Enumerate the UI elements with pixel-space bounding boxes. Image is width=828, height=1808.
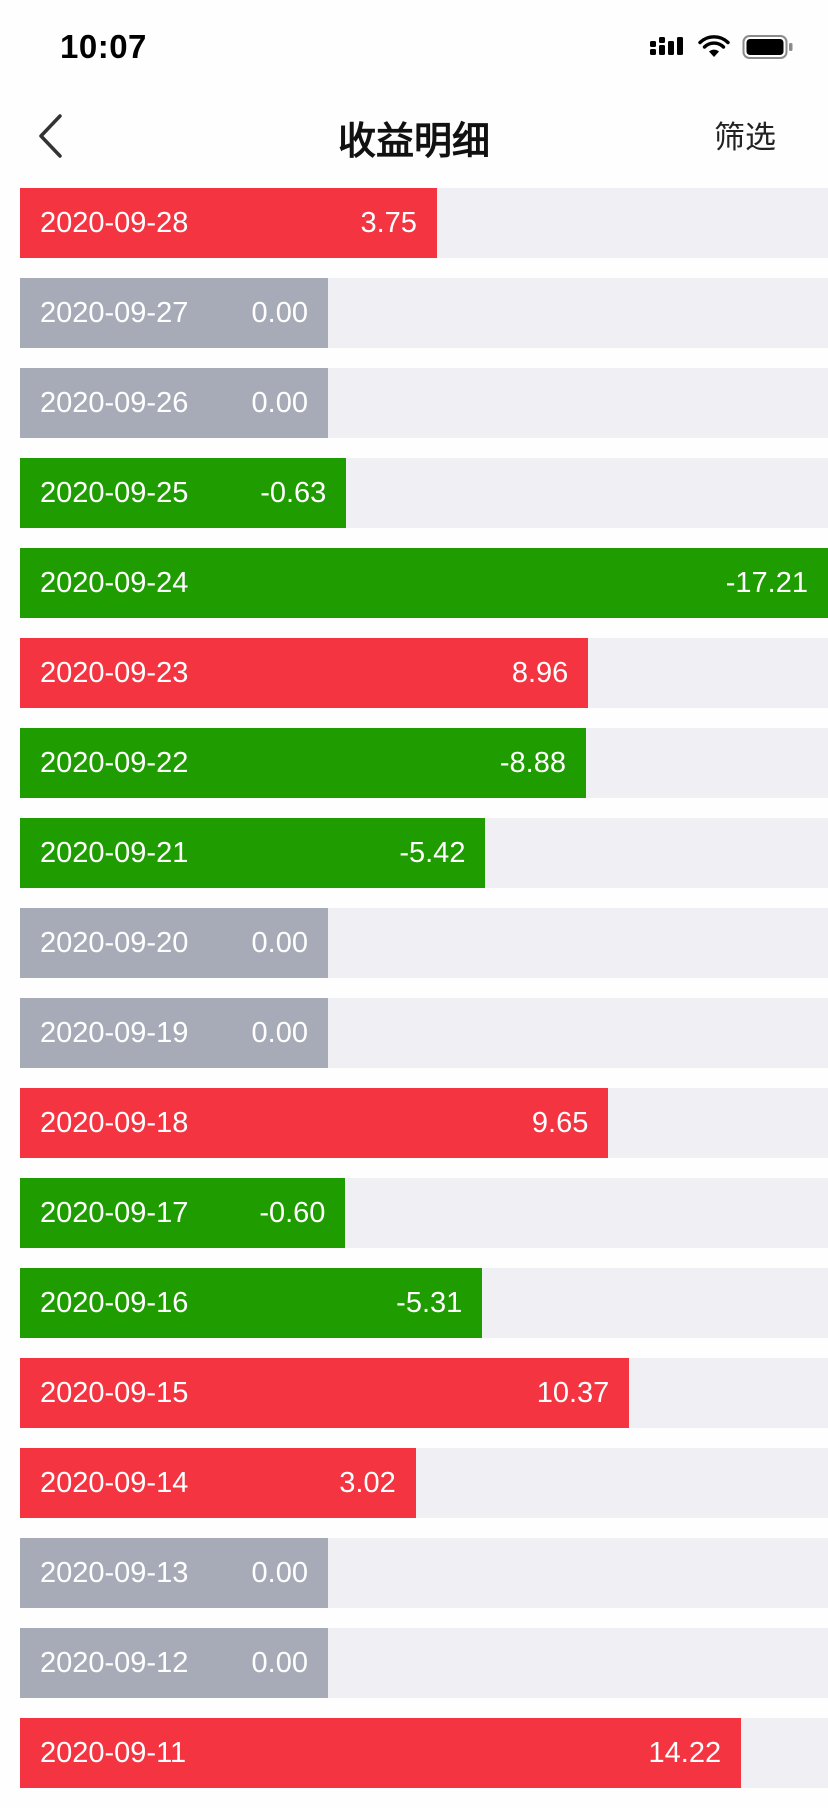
row-value: 0.00 xyxy=(251,1646,308,1679)
row-date: 2020-09-26 xyxy=(40,386,189,419)
earnings-bar: 2020-09-26 0.00 xyxy=(20,368,328,438)
earnings-list: 2020-09-28 3.75 2020-09-27 0.00 2020-09-26 0.… xyxy=(20,188,828,1808)
row-date: 2020-09-14 xyxy=(40,1466,189,1499)
earnings-row[interactable]: 2020-09-21 -5.42 xyxy=(20,818,828,888)
earnings-row[interactable]: 2020-09-28 3.75 xyxy=(20,188,828,258)
row-value: 0.00 xyxy=(251,1016,308,1049)
earnings-row[interactable]: 2020-09-24 -17.21 xyxy=(20,548,828,618)
earnings-row[interactable]: 2020-09-14 3.02 xyxy=(20,1448,828,1518)
row-date: 2020-09-16 xyxy=(40,1286,189,1319)
row-value: -5.31 xyxy=(396,1286,463,1319)
cellular-signal-icon xyxy=(650,35,686,64)
earnings-bar: 2020-09-21 -5.42 xyxy=(20,818,486,888)
earnings-bar: 2020-09-16 -5.31 xyxy=(20,1268,483,1338)
chevron-left-icon xyxy=(39,114,62,158)
earnings-row[interactable]: 2020-09-25 -0.63 xyxy=(20,458,828,528)
earnings-bar: 2020-09-18 9.65 xyxy=(20,1088,609,1158)
earnings-bar: 2020-09-17 -0.60 xyxy=(20,1178,346,1248)
row-value: 14.22 xyxy=(648,1736,722,1769)
status-icons xyxy=(650,34,794,64)
earnings-row[interactable]: 2020-09-22 -8.88 xyxy=(20,728,828,798)
row-value: -5.42 xyxy=(399,836,466,869)
row-date: 2020-09-19 xyxy=(40,1016,189,1049)
row-date: 2020-09-22 xyxy=(40,746,189,779)
row-date: 2020-09-25 xyxy=(40,476,189,509)
row-date: 2020-09-28 xyxy=(40,206,189,239)
earnings-bar: 2020-09-22 -8.88 xyxy=(20,728,586,798)
row-value: -17.21 xyxy=(725,566,808,599)
navigation-bar: 收益明细 筛选 xyxy=(0,88,828,184)
row-date: 2020-09-20 xyxy=(40,926,189,959)
earnings-bar: 2020-09-19 0.00 xyxy=(20,998,328,1068)
earnings-bar: 2020-09-15 10.37 xyxy=(20,1358,630,1428)
row-date: 2020-09-15 xyxy=(40,1376,189,1409)
row-value: 0.00 xyxy=(251,386,308,419)
back-button[interactable] xyxy=(28,108,84,164)
row-date: 2020-09-18 xyxy=(40,1106,189,1139)
status-bar: 10:07 xyxy=(0,0,828,88)
filter-button[interactable]: 筛选 xyxy=(714,120,776,155)
row-value: 3.75 xyxy=(360,206,417,239)
row-date: 2020-09-24 xyxy=(40,566,189,599)
row-value: 10.37 xyxy=(536,1376,610,1409)
row-date: 2020-09-13 xyxy=(40,1556,189,1589)
earnings-row[interactable]: 2020-09-20 0.00 xyxy=(20,908,828,978)
earnings-bar: 2020-09-14 3.02 xyxy=(20,1448,416,1518)
row-value: 0.00 xyxy=(251,296,308,329)
earnings-bar: 2020-09-25 -0.63 xyxy=(20,458,347,528)
row-value: 3.02 xyxy=(339,1466,396,1499)
row-date: 2020-09-27 xyxy=(40,296,189,329)
earnings-row[interactable]: 2020-09-18 9.65 xyxy=(20,1088,828,1158)
earnings-row[interactable]: 2020-09-19 0.00 xyxy=(20,998,828,1068)
earnings-bar: 2020-09-13 0.00 xyxy=(20,1538,328,1608)
row-date: 2020-09-21 xyxy=(40,836,189,869)
earnings-bar: 2020-09-27 0.00 xyxy=(20,278,328,348)
earnings-row[interactable]: 2020-09-11 14.22 xyxy=(20,1718,828,1788)
earnings-row[interactable]: 2020-09-16 -5.31 xyxy=(20,1268,828,1338)
earnings-bar: 2020-09-28 3.75 xyxy=(20,188,437,258)
row-value: 0.00 xyxy=(251,1556,308,1589)
row-value: 0.00 xyxy=(251,926,308,959)
earnings-bar: 2020-09-23 8.96 xyxy=(20,638,589,708)
battery-icon xyxy=(742,34,794,65)
earnings-bar: 2020-09-12 0.00 xyxy=(20,1628,328,1698)
row-date: 2020-09-23 xyxy=(40,656,189,689)
earnings-row[interactable]: 2020-09-23 8.96 xyxy=(20,638,828,708)
page-title: 收益明细 xyxy=(337,121,490,163)
row-date: 2020-09-11 xyxy=(40,1736,187,1769)
row-value: -8.88 xyxy=(499,746,566,779)
row-date: 2020-09-17 xyxy=(40,1196,189,1229)
row-value: 9.65 xyxy=(531,1106,589,1139)
earnings-bar: 2020-09-20 0.00 xyxy=(20,908,328,978)
row-value: -0.63 xyxy=(260,476,327,509)
earnings-bar: 2020-09-11 14.22 xyxy=(20,1718,742,1788)
earnings-row[interactable]: 2020-09-12 0.00 xyxy=(20,1628,828,1698)
earnings-row[interactable]: 2020-09-26 0.00 xyxy=(20,368,828,438)
row-value: 8.96 xyxy=(511,656,569,689)
status-time: 10:07 xyxy=(60,28,147,65)
earnings-row[interactable]: 2020-09-27 0.00 xyxy=(20,278,828,348)
earnings-row[interactable]: 2020-09-13 0.00 xyxy=(20,1538,828,1608)
wifi-icon xyxy=(698,34,730,64)
row-value: -0.60 xyxy=(259,1196,326,1229)
earnings-row[interactable]: 2020-09-15 10.37 xyxy=(20,1358,828,1428)
earnings-bar: 2020-09-24 -17.21 xyxy=(20,548,828,618)
row-date: 2020-09-12 xyxy=(40,1646,189,1679)
earnings-row[interactable]: 2020-09-17 -0.60 xyxy=(20,1178,828,1248)
